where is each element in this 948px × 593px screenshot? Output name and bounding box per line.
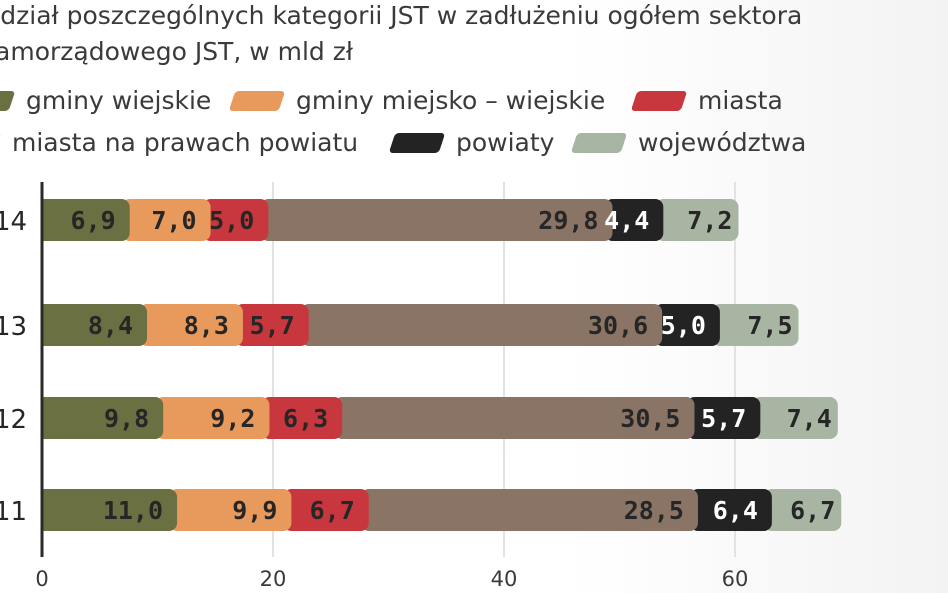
bar-segment-14-1 [42,199,130,241]
title-line-2: samorządowego JST, w mld zł [0,37,353,66]
bar-base-12 [42,397,52,439]
bar-label-11-1: 11,0 [103,496,163,525]
bar-base-13 [42,304,52,346]
legend-item-gminy-miejsko-wiejskie: gminy miejsko – wiejskie [228,86,606,115]
bar-segment-13-3 [234,304,309,346]
bar-segment-12-4 [334,397,695,439]
category-label-13: 13 [0,312,27,342]
bar-label-13-4: 30,6 [588,311,648,340]
bar-base-14 [42,199,52,241]
bar-label-12-2: 9,2 [210,404,255,433]
bar-label-13-2: 8,3 [184,311,229,340]
bar-base-11 [42,489,52,531]
bar-segment-12-2 [155,397,270,439]
bar-label-14-6: 7,2 [687,206,732,235]
legend-item-miasta-na-prawach-powiatu: miasta na prawach powiatu [0,128,358,157]
bar-segment-13-1 [42,304,148,346]
bar-label-12-3: 6,3 [283,404,328,433]
bar-segment-11-5 [689,489,772,531]
bar-label-13-5: 5,0 [661,311,706,340]
bar-segment-11-4 [360,489,698,531]
bar-segment-14-6 [655,199,739,241]
x-tick-label-0: 0 [35,567,48,591]
legend-label-miasta: miasta [698,86,783,115]
bar-segment-11-3 [283,489,369,531]
bar-label-14-5: 4,4 [604,206,649,235]
bar-label-11-4: 28,5 [624,496,684,525]
bar-label-14-2: 7,0 [151,206,196,235]
bar-segment-13-5 [654,304,720,346]
bar-label-13-6: 7,5 [747,311,792,340]
bar-segment-14-3 [202,199,269,241]
legend-item-gminy-wiejskie: gminy wiejskie [0,86,211,115]
legend: gminy wiejskie gminy miejsko – wiejskie … [0,86,948,166]
bar-label-14-3: 5,0 [209,206,254,235]
chart-title: Udział poszczególnych kategorii JST w za… [0,0,942,70]
bar-label-13-3: 5,7 [250,311,295,340]
bar-label-11-6: 6,7 [790,496,835,525]
bar-segment-14-2 [121,199,211,241]
bar-label-14-4: 29,8 [538,206,598,235]
bar-label-12-1: 9,8 [104,404,149,433]
bar-label-12-6: 7,4 [787,404,832,433]
legend-label-miasta-na-prawach-powiatu: miasta na prawach powiatu [12,128,359,157]
category-label-14: 14 [0,207,27,237]
bar-label-12-5: 5,7 [701,404,746,433]
legend-label-wojewodztwa: województwa [638,128,807,157]
category-label-12: 12 [0,405,27,435]
bar-segment-14-4 [260,199,613,241]
bar-segment-13-4 [300,304,663,346]
x-tick-label-20: 20 [260,567,287,591]
bar-label-13-1: 8,4 [88,311,133,340]
bar-segment-12-1 [42,397,164,439]
legend-item-powiaty: powiaty [388,128,555,157]
bar-label-12-4: 30,5 [620,404,680,433]
bar-label-11-2: 9,9 [232,496,277,525]
legend-label-gminy-wiejskie: gminy wiejskie [26,86,212,115]
x-tick-label-60: 60 [722,567,749,591]
bar-segment-12-6 [752,397,838,439]
x-tick-label-40: 40 [491,567,518,591]
bar-label-11-5: 6,4 [713,496,758,525]
legend-label-gminy-miejsko-wiejskie: gminy miejsko – wiejskie [296,86,606,115]
bar-segment-13-2 [139,304,243,346]
bar-label-14-1: 6,9 [71,206,116,235]
title-line-1: Udział poszczególnych kategorii JST w za… [0,1,803,30]
bar-segment-14-5 [604,199,664,241]
legend-item-wojewodztwa: województwa [570,128,807,157]
bar-segment-11-6 [763,489,842,531]
bar-segment-13-6 [711,304,799,346]
bar-segment-11-2 [169,489,292,531]
legend-label-powiaty: powiaty [456,128,555,157]
legend-item-miasta: miasta [630,86,783,115]
bar-segment-11-1 [42,489,178,531]
bar-label-11-3: 6,7 [310,496,355,525]
bar-segment-12-3 [261,397,343,439]
category-label-11: 11 [0,497,27,527]
bar-segment-12-5 [686,397,761,439]
